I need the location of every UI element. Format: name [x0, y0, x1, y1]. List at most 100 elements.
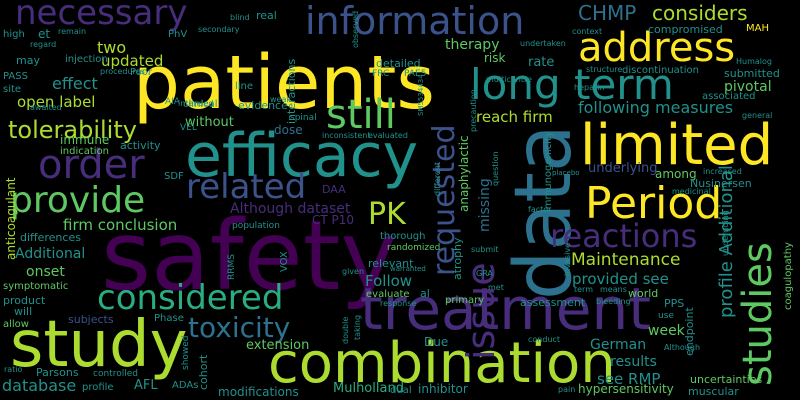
word-therapy: therapy	[445, 37, 500, 53]
word-pk: PK	[368, 197, 406, 232]
word-symptomatic: symptomatic	[3, 281, 69, 292]
word-although2: Although	[664, 343, 701, 352]
word-rate: rate	[528, 55, 555, 70]
word-pass: PASS	[3, 71, 28, 82]
word-additional: Additional	[15, 246, 86, 262]
word-met: met	[488, 283, 504, 292]
word-chmp: CHMP	[578, 1, 637, 25]
word-long-term: long term	[470, 60, 674, 109]
word-conduct: conduct	[528, 335, 561, 344]
word-randomized: randomized	[387, 243, 441, 253]
word-et: et	[38, 27, 51, 41]
word-efficacy: efficacy	[185, 121, 419, 191]
word-profile: profile	[82, 382, 114, 393]
word-allow: allow	[3, 319, 29, 330]
word-secondary: secondary	[198, 25, 240, 34]
word-phv: PhV	[168, 29, 188, 40]
word-line: line	[235, 81, 254, 92]
word-tolerability: tolerability	[8, 116, 137, 144]
word-product: product	[3, 294, 46, 307]
word-inhibitor: inhibitor	[418, 382, 468, 396]
word-compromised: compromised	[648, 23, 723, 36]
word-serial: SM5534434	[417, 74, 425, 116]
word-detailed: detailed	[376, 57, 421, 70]
word-different: different	[433, 162, 442, 196]
word-reach-firm: reach firm	[476, 108, 553, 126]
word-period: Period	[585, 178, 723, 229]
word-question: question	[491, 151, 500, 186]
word-primary: primary	[445, 295, 485, 306]
word-phase: Phase	[154, 313, 184, 324]
word-intended: intended	[178, 99, 214, 108]
word-undergoing: undergoing	[721, 210, 730, 256]
word-response: response	[380, 299, 417, 308]
word-open-label: open label	[17, 93, 96, 111]
word-undertaken: undertaken	[520, 39, 566, 48]
word-submit: submit	[471, 245, 499, 254]
word-muscular: muscular	[688, 385, 739, 398]
word-mulholland: Mulholland	[333, 381, 404, 396]
word-pivotal: pivotal	[724, 79, 772, 95]
word-among: among	[655, 167, 697, 181]
word-regard: regard	[30, 40, 57, 49]
word-information: information	[305, 0, 525, 43]
word-patients: patients	[133, 40, 435, 126]
word-toxicity: toxicity	[188, 311, 291, 344]
word-evaluate: evaluate	[366, 289, 410, 300]
word-see-rmp: see RMP	[597, 370, 661, 388]
word-term: term	[574, 285, 593, 294]
word-limited: limited	[580, 113, 774, 178]
word-mah: MAH	[746, 23, 769, 34]
word-procedures: procedures	[100, 67, 145, 76]
word-indication: indication	[60, 146, 110, 157]
word-evaluated: evaluated	[368, 131, 408, 140]
word-hypersensitivity: hypersensitivity	[578, 382, 674, 396]
word-means: means	[600, 285, 627, 294]
word-firm-conclusion: firm conclusion	[63, 216, 178, 234]
word-awaited: awaited	[30, 103, 62, 112]
word-due: Due	[424, 335, 449, 349]
word-onset: onset	[26, 264, 65, 280]
word-dose: dose	[274, 123, 303, 137]
word-order: order	[38, 142, 145, 188]
word-activity: activity	[120, 139, 161, 152]
word-vel: VEL	[180, 123, 197, 133]
word-taking: taking	[353, 314, 362, 340]
word-database: database	[2, 376, 77, 395]
word-pain: pain	[558, 385, 576, 394]
word-given: given	[342, 267, 365, 276]
word-blind: blind	[230, 13, 250, 22]
word-remain: remain	[58, 27, 87, 36]
word-observed: observed	[351, 10, 360, 48]
word-results: results	[610, 354, 657, 370]
word-showed: showed	[181, 335, 191, 370]
word-inconsistent: inconsistent	[322, 131, 371, 140]
word-anaphylactic: anaphylactic	[457, 135, 471, 212]
word-bleeding: bleeding	[596, 297, 631, 306]
word-injection: injection	[65, 54, 108, 65]
word-considered: considered	[97, 278, 284, 318]
word-placebo: placebo	[552, 169, 580, 177]
word-humalog: Humalog	[736, 57, 772, 66]
word-invasive: invasive	[563, 243, 572, 276]
word-study: study	[10, 308, 188, 382]
word-multicentre: multicentre	[486, 75, 533, 84]
word-factor: factor	[528, 205, 552, 214]
word-thorough: thorough	[380, 231, 426, 242]
word-double: double	[341, 316, 350, 344]
word-increased: increased	[703, 167, 742, 176]
word-site: site	[3, 84, 22, 95]
word-considers: considers	[652, 1, 748, 25]
word-afl: AFL	[134, 378, 158, 393]
word-provide: provide	[10, 180, 146, 221]
word-missing: missing	[477, 178, 493, 232]
word-assessment: assessment	[520, 296, 586, 309]
word-population: population	[232, 221, 280, 231]
word-dual: dual	[390, 385, 412, 396]
word-use: use	[658, 311, 674, 321]
word-cohort: cohort	[197, 354, 210, 390]
word-weak: weak	[270, 95, 291, 104]
word-real: real	[256, 9, 277, 22]
word-updated: updated	[101, 52, 164, 70]
